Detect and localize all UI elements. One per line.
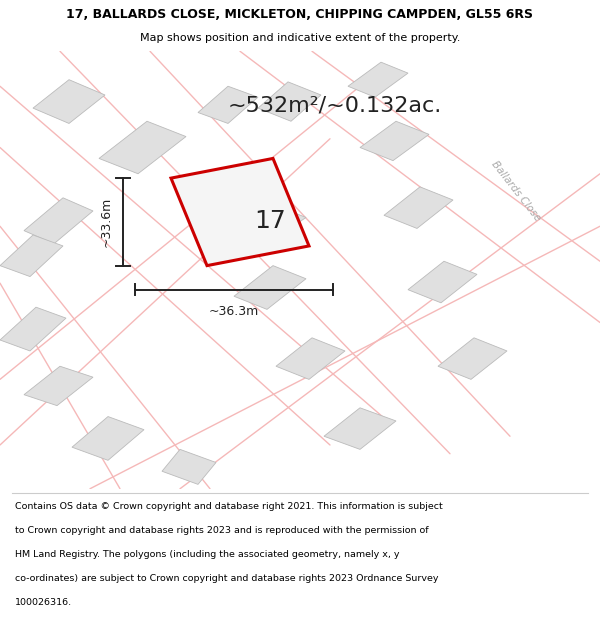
Polygon shape [384, 187, 453, 228]
Text: co-ordinates) are subject to Crown copyright and database rights 2023 Ordnance S: co-ordinates) are subject to Crown copyr… [15, 574, 439, 583]
Text: Map shows position and indicative extent of the property.: Map shows position and indicative extent… [140, 33, 460, 44]
Polygon shape [360, 121, 429, 161]
Polygon shape [234, 266, 306, 309]
Polygon shape [162, 449, 216, 484]
Polygon shape [258, 82, 321, 121]
Text: Contains OS data © Crown copyright and database right 2021. This information is : Contains OS data © Crown copyright and d… [15, 503, 443, 511]
Polygon shape [24, 366, 93, 406]
Text: 17: 17 [254, 209, 286, 232]
Polygon shape [324, 408, 396, 449]
Polygon shape [234, 204, 306, 244]
Text: ~532m²/~0.132ac.: ~532m²/~0.132ac. [228, 96, 442, 116]
Polygon shape [276, 338, 345, 379]
Polygon shape [348, 62, 408, 97]
Text: ~36.3m: ~36.3m [209, 305, 259, 318]
Polygon shape [198, 86, 258, 124]
Polygon shape [24, 198, 93, 244]
Polygon shape [408, 261, 477, 302]
Polygon shape [171, 158, 309, 266]
Text: 17, BALLARDS CLOSE, MICKLETON, CHIPPING CAMPDEN, GL55 6RS: 17, BALLARDS CLOSE, MICKLETON, CHIPPING … [67, 8, 533, 21]
Polygon shape [0, 235, 63, 276]
Polygon shape [99, 121, 186, 174]
Polygon shape [438, 338, 507, 379]
Text: Ballards Close: Ballards Close [490, 159, 542, 223]
Text: 100026316.: 100026316. [15, 598, 72, 607]
Polygon shape [72, 416, 144, 460]
Text: HM Land Registry. The polygons (including the associated geometry, namely x, y: HM Land Registry. The polygons (includin… [15, 550, 400, 559]
Text: ~33.6m: ~33.6m [99, 197, 112, 247]
Polygon shape [0, 307, 66, 351]
Text: to Crown copyright and database rights 2023 and is reproduced with the permissio: to Crown copyright and database rights 2… [15, 526, 428, 535]
Polygon shape [33, 79, 105, 124]
